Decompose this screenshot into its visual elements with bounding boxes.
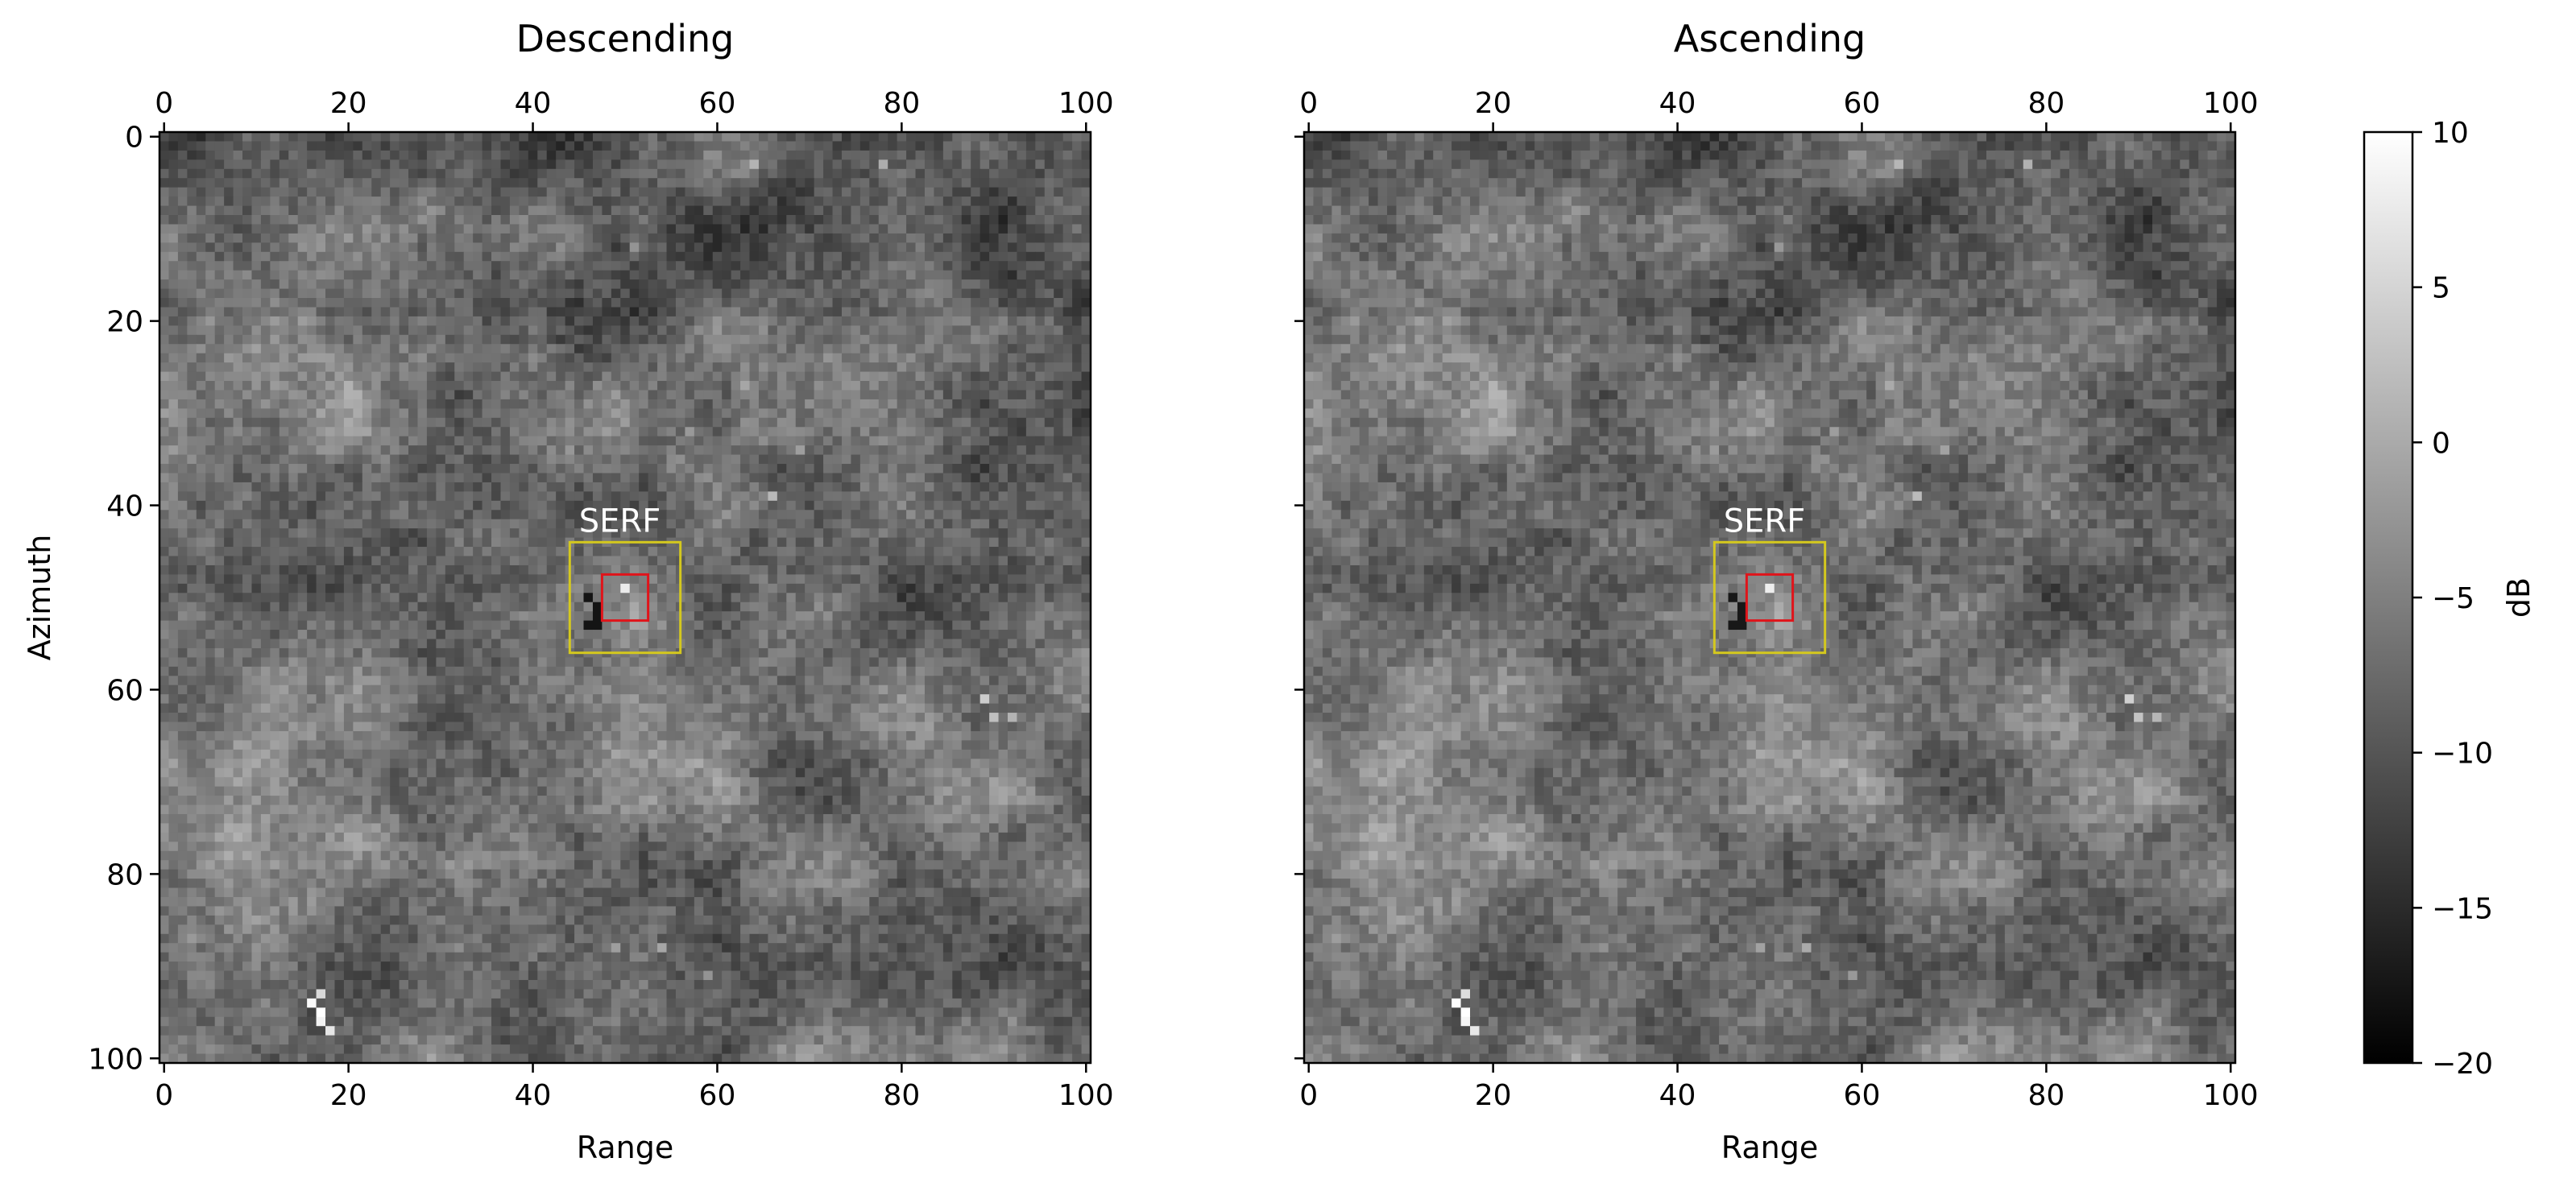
x-tick-label-top: 100 [1058,87,1114,120]
x-tick-label-top: 60 [699,87,736,120]
roi-label: SERF [579,502,661,540]
x-tick-label-top: 80 [2027,87,2065,120]
x-tick-label-bottom: 80 [2027,1079,2065,1112]
x-tick-label-top: 20 [1475,87,1512,120]
x-tick-label-bottom: 60 [1844,1079,1881,1112]
colorbar: 10 5 0 −5 −10 −15 −20 dB [2364,117,2537,1081]
colorbar-tick-label: 10 [2432,117,2469,150]
panel-title: Descending [516,17,735,60]
x-tick-label-bottom: 80 [883,1079,920,1112]
colorbar-tick-label: −15 [2432,892,2493,925]
x-tick-label-top: 40 [515,87,552,120]
x-tick-label-bottom: 100 [2203,1079,2259,1112]
x-axis-label: Range [577,1130,673,1165]
x-tick-label-bottom: 20 [330,1079,367,1112]
roi-label: SERF [1724,502,1805,540]
x-tick-label-top: 80 [883,87,920,120]
colorbar-tick-label: 5 [2432,272,2450,305]
x-tick-label-bottom: 100 [1058,1079,1114,1112]
colorbar-label: dB [2501,577,2537,618]
x-tick-label-top: 0 [155,87,173,120]
panel-title: Ascending [1674,17,1866,60]
x-tick-label-bottom: 20 [1475,1079,1512,1112]
colorbar-gradient [2364,132,2412,1063]
y-tick-label: 40 [106,490,143,523]
x-tick-label-bottom: 40 [1659,1079,1696,1112]
y-tick-label: 80 [106,858,143,891]
x-tick-label-top: 20 [330,87,367,120]
x-axis-label: Range [1721,1130,1818,1165]
colorbar-tick-label: −20 [2432,1048,2493,1081]
x-tick-label-top: 0 [1299,87,1318,120]
y-tick-label: 0 [125,122,143,155]
heatmap-image [1304,132,2236,1064]
heatmap-image [159,132,1091,1064]
colorbar-tick-label: −10 [2432,738,2493,771]
x-tick-label-top: 60 [1844,87,1881,120]
x-tick-label-bottom: 40 [515,1079,552,1112]
x-tick-label-bottom: 0 [1299,1079,1318,1112]
x-tick-label-top: 100 [2203,87,2259,120]
y-axis-label: Azimuth [22,535,57,661]
y-tick-label: 20 [106,306,143,339]
descending-panel: SERF 00202040406060808010010002040608010… [22,17,1114,1165]
x-tick-label-bottom: 60 [699,1079,736,1112]
x-tick-label-top: 40 [1659,87,1696,120]
x-tick-label-bottom: 0 [155,1079,173,1112]
colorbar-tick-label: 0 [2432,427,2450,460]
colorbar-tick-label: −5 [2432,582,2475,615]
y-tick-label: 100 [88,1043,143,1076]
y-tick-label: 60 [106,674,143,707]
